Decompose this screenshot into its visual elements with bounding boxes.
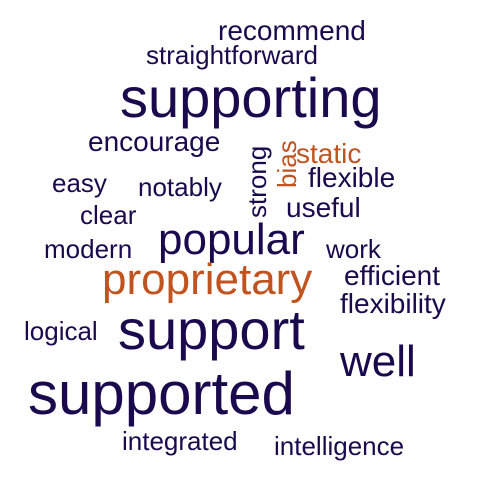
word-supported: supported (28, 360, 295, 427)
word-work: work (326, 234, 381, 264)
word-strong: strong (242, 145, 272, 218)
word-efficient: efficient (344, 260, 440, 291)
word-modern: modern (44, 234, 133, 264)
word-clear: clear (80, 200, 137, 230)
word-useful: useful (286, 192, 361, 223)
word-easy: easy (52, 168, 107, 198)
word-notably: notably (138, 172, 222, 202)
word-logical: logical (24, 316, 98, 346)
word-static: static (296, 138, 362, 169)
word-supporting: supporting (120, 66, 382, 129)
word-encourage: encourage (88, 126, 221, 157)
word-integrated: integrated (122, 426, 238, 456)
word-proprietary: proprietary (102, 255, 313, 304)
word-straightforward: straightforward (146, 40, 318, 70)
word-intelligence: intelligence (274, 431, 405, 461)
word-popular: popular (158, 215, 305, 264)
word-flexibility: flexibility (340, 288, 446, 319)
word-recommend: recommend (218, 15, 366, 46)
word-support: support (118, 298, 305, 361)
word-well: well (340, 337, 416, 386)
word-flexible: flexible (308, 162, 396, 193)
